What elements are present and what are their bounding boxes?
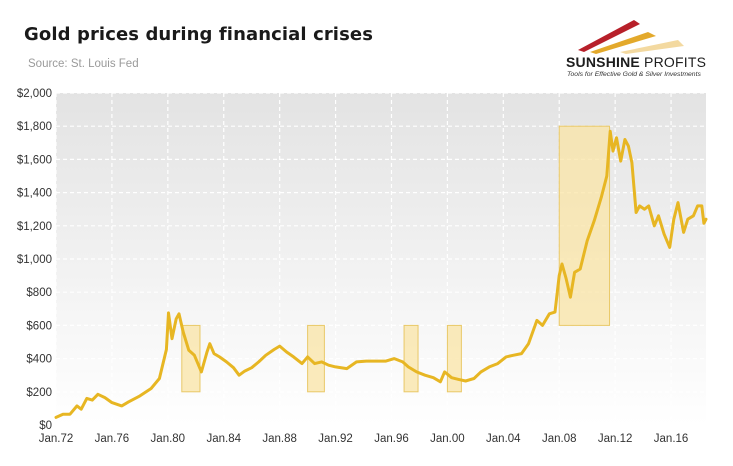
y-tick-label: $800 <box>26 287 52 299</box>
y-tick-label: $400 <box>26 354 52 366</box>
logo-tagline: Tools for Effective Gold & Silver Invest… <box>567 71 701 78</box>
sunshine-profits-logo-icon <box>578 20 684 54</box>
x-tick-label: Jan.84 <box>206 433 241 445</box>
x-axis-labels: Jan.72 Jan.76 Jan.80 Jan.84 Jan.88 Jan.92 Jan.… <box>39 433 689 445</box>
crisis-period-box <box>403 324 419 393</box>
chart-title: Gold prices during financial crises <box>24 24 374 45</box>
y-tick-label: $1,600 <box>17 154 52 166</box>
logo-name: SUNSHINE PROFITS <box>566 54 706 70</box>
y-tick-label: $1,400 <box>17 188 52 200</box>
crisis-period-box <box>558 125 611 326</box>
x-tick-label: Jan.76 <box>95 433 130 445</box>
x-tick-label: Jan.16 <box>654 433 689 445</box>
x-tick-label: Jan.04 <box>486 433 521 445</box>
y-tick-label: $1,000 <box>17 254 52 266</box>
x-tick-label: Jan.08 <box>542 433 577 445</box>
x-tick-label: Jan.96 <box>374 433 409 445</box>
x-tick-label: Jan.12 <box>598 433 633 445</box>
x-tick-label: Jan.92 <box>318 433 353 445</box>
price-series <box>54 129 708 419</box>
x-tick-label: Jan.72 <box>39 433 74 445</box>
logo-name-bold: SUNSHINE <box>566 54 640 70</box>
x-tick-label: Jan.88 <box>262 433 297 445</box>
chart-source: Source: St. Louis Fed <box>28 58 139 70</box>
crisis-shading <box>181 125 611 393</box>
logo-name-thin: PROFITS <box>639 54 707 70</box>
x-tick-label: Jan.80 <box>151 433 186 445</box>
y-tick-label: $1,200 <box>17 221 52 233</box>
y-tick-label: $200 <box>26 387 52 399</box>
y-tick-label: $2,000 <box>17 88 52 100</box>
logo-gold-ray <box>590 32 656 54</box>
logo-light-ray <box>620 40 684 54</box>
logo-red-ray <box>578 20 640 52</box>
gold-price-line <box>54 129 708 419</box>
y-axis-labels: $0 $200 $400 $600 $800 $1,000 $1,200 $1,400 $1,6… <box>17 88 52 432</box>
y-tick-label: $600 <box>26 320 52 332</box>
y-tick-label: $1,800 <box>17 121 52 133</box>
x-tick-label: Jan.00 <box>430 433 465 445</box>
y-tick-label: $0 <box>39 420 52 432</box>
crisis-period-box <box>446 324 462 393</box>
